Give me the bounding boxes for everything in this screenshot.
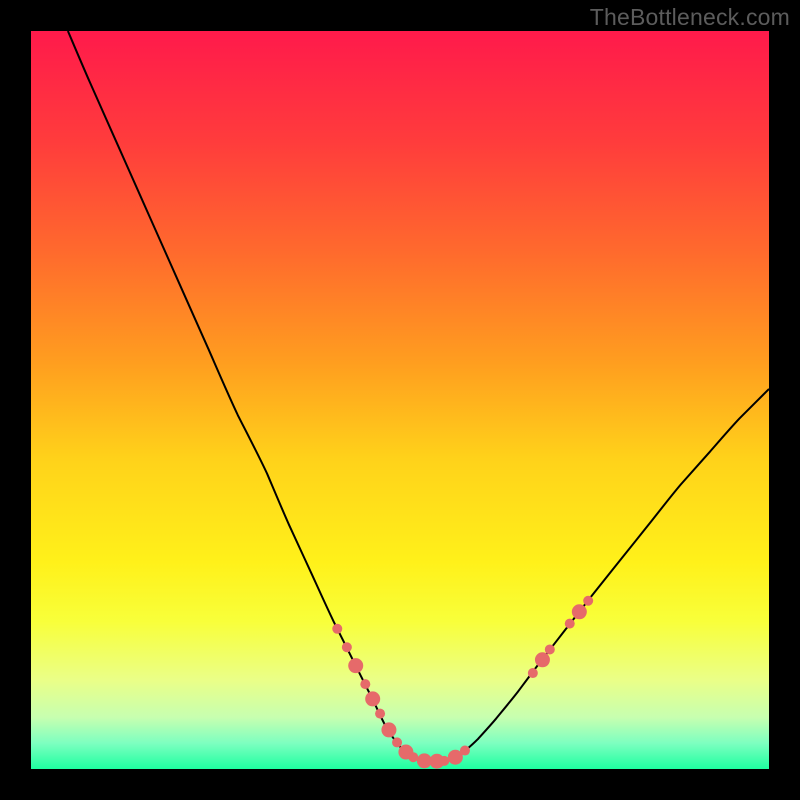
data-dot: [360, 679, 370, 689]
data-dot: [408, 752, 418, 762]
data-dot: [572, 604, 587, 619]
data-dot: [348, 658, 363, 673]
data-dot: [528, 668, 538, 678]
data-dot: [375, 709, 385, 719]
data-dot: [332, 624, 342, 634]
gradient-background: [31, 31, 769, 769]
data-dot: [460, 746, 470, 756]
data-dot: [342, 642, 352, 652]
data-dot: [565, 619, 575, 629]
data-dot: [381, 722, 396, 737]
data-dot: [439, 756, 449, 766]
data-dot: [392, 737, 402, 747]
data-dot: [365, 691, 380, 706]
chart-frame: TheBottleneck.com: [0, 0, 800, 800]
data-dot: [535, 652, 550, 667]
data-dot: [583, 596, 593, 606]
bottleneck-chart: [0, 0, 800, 800]
data-dot: [545, 644, 555, 654]
